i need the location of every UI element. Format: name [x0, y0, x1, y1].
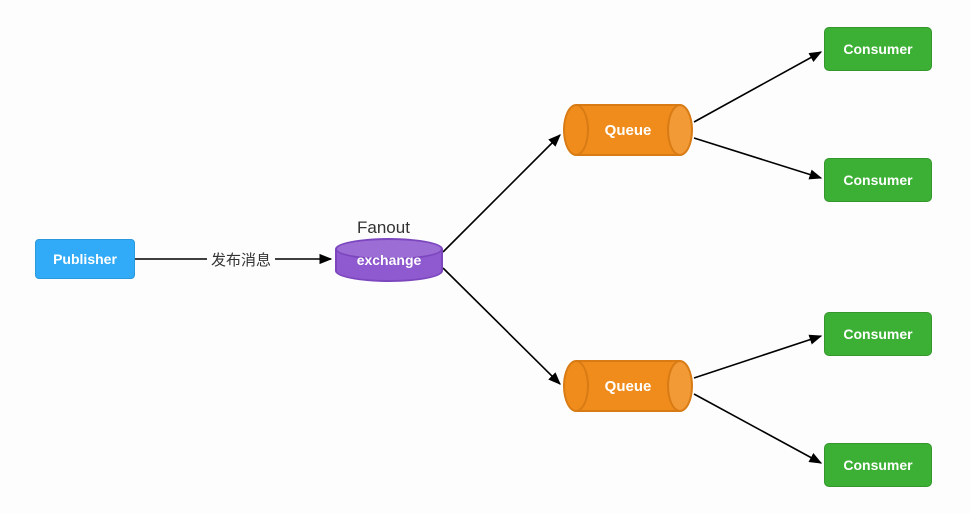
- fanout-title-text: Fanout: [357, 218, 410, 237]
- consumer1-label: Consumer: [843, 41, 912, 57]
- edge-publish-label-text: 发布消息: [211, 252, 271, 269]
- consumer4-label: Consumer: [843, 457, 912, 473]
- queue2-label: Queue: [576, 360, 680, 412]
- edge-publish-label: 发布消息: [207, 249, 275, 270]
- queue1-node: Queue: [563, 104, 693, 156]
- exchange-label: exchange: [335, 252, 443, 268]
- consumer2-label: Consumer: [843, 172, 912, 188]
- consumer2-node: Consumer: [824, 158, 932, 202]
- fanout-title: Fanout: [357, 218, 410, 238]
- consumer4-node: Consumer: [824, 443, 932, 487]
- edges-layer: [0, 0, 970, 514]
- consumer3-node: Consumer: [824, 312, 932, 356]
- queue2-node: Queue: [563, 360, 693, 412]
- queue1-label: Queue: [576, 104, 680, 156]
- exchange-node: exchange: [335, 238, 443, 282]
- consumer3-label: Consumer: [843, 326, 912, 342]
- diagram-canvas: Publisher Fanout exchange Queue Queue Co…: [0, 0, 970, 514]
- publisher-node: Publisher: [35, 239, 135, 279]
- publisher-label: Publisher: [53, 251, 117, 267]
- consumer1-node: Consumer: [824, 27, 932, 71]
